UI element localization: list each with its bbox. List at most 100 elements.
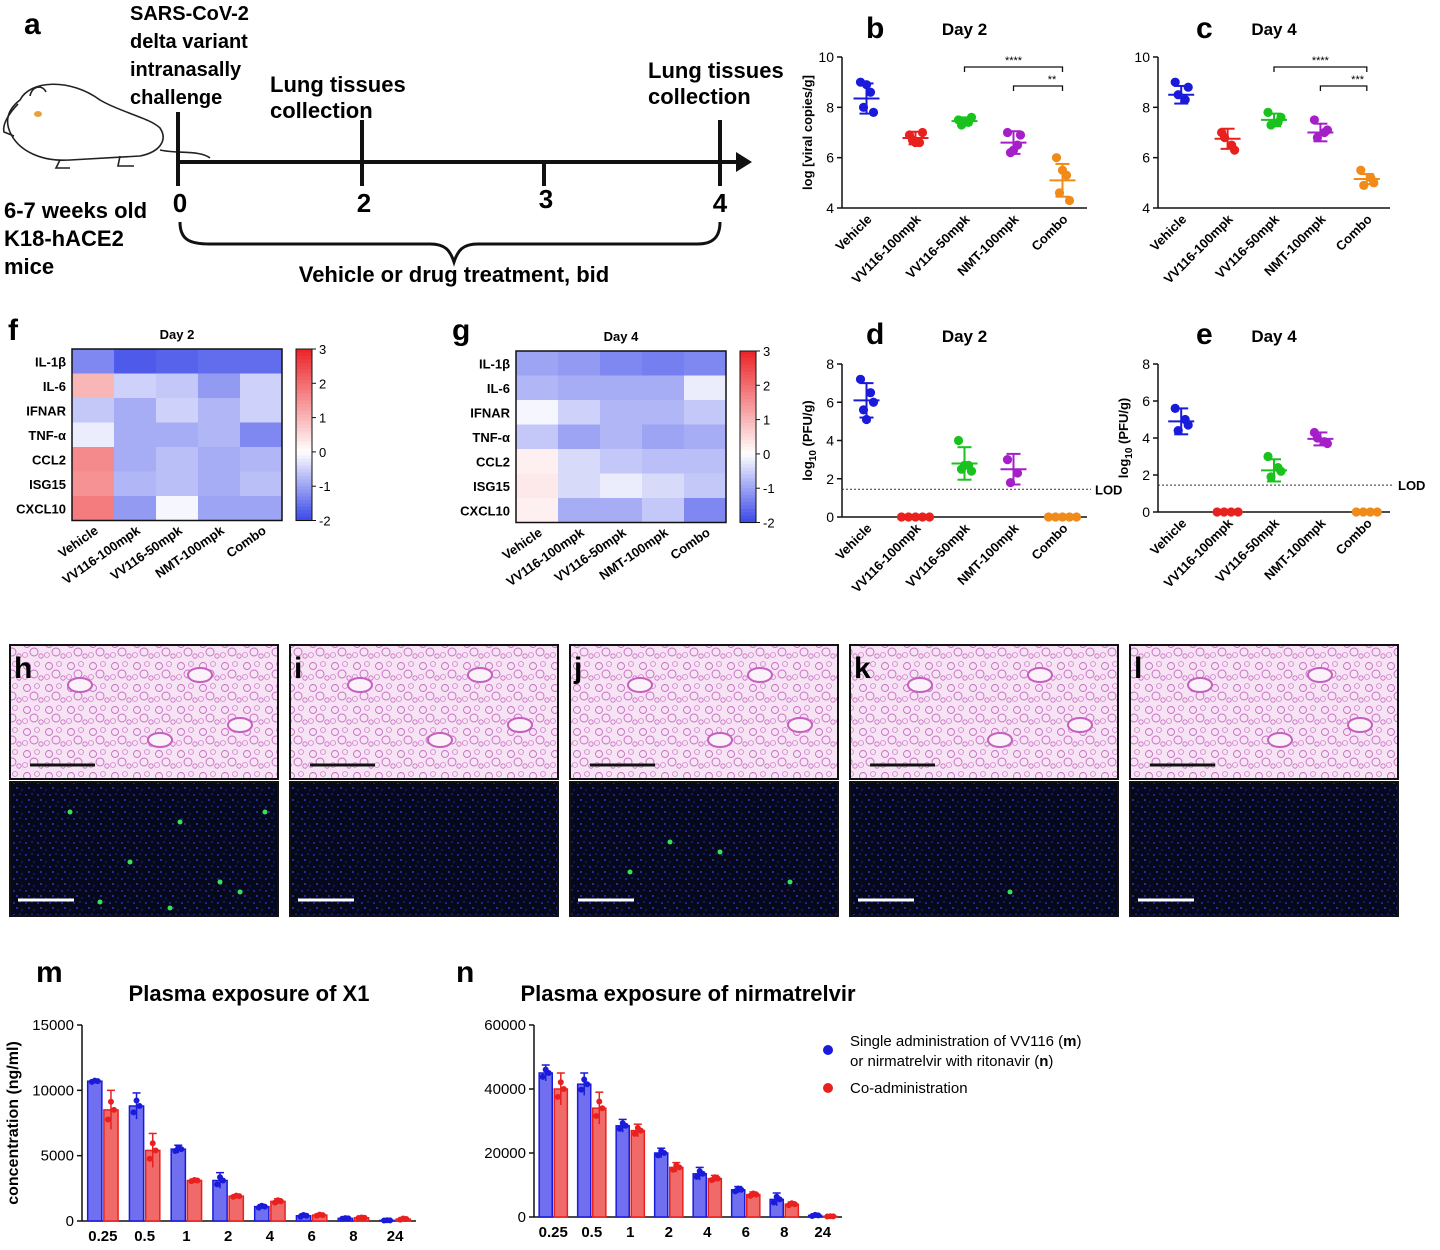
- colorbar-segment: [296, 499, 312, 504]
- data-point: [1372, 507, 1382, 517]
- collection-label-day4: Lung tissues collection: [648, 58, 784, 109]
- heatmap-cell: [684, 424, 727, 450]
- y-tick-label: 8: [1142, 356, 1150, 372]
- heatmap-cell: [600, 473, 643, 499]
- replicate-point: [815, 1212, 822, 1219]
- mouse-eye: [34, 111, 42, 117]
- replicate-point: [637, 1127, 644, 1134]
- replicate-point: [152, 1147, 159, 1154]
- data-point: [1226, 507, 1236, 517]
- airway: [1067, 717, 1093, 733]
- colorbar-segment: [740, 515, 756, 520]
- y-tick-label: 6: [826, 150, 834, 166]
- colorbar-segment: [296, 451, 312, 456]
- replicate-point: [345, 1215, 352, 1222]
- data-point: [1356, 165, 1366, 175]
- colorbar-segment: [740, 354, 756, 359]
- y-tick-label: 6: [1142, 150, 1150, 166]
- colorbar-segment: [296, 434, 312, 439]
- colorbar-segment: [740, 402, 756, 407]
- heatmap-cell: [240, 447, 283, 472]
- data-point: [1071, 512, 1082, 522]
- if-image-i: [289, 781, 559, 917]
- colorbar-frame: [295, 348, 313, 521]
- y-tick-label: 4: [826, 433, 834, 449]
- x-tick-label: 8: [780, 1224, 788, 1241]
- heatmap-cell: [558, 498, 601, 523]
- replicate-point: [261, 1203, 268, 1210]
- colorbar-segment: [296, 424, 312, 429]
- data-point: [1015, 130, 1026, 140]
- colorbar-segment: [740, 457, 756, 462]
- colorbar-segment: [740, 467, 756, 472]
- heatmap-cell: [198, 422, 241, 448]
- data-point: [1309, 115, 1319, 125]
- data-point: [868, 397, 879, 407]
- data-point: [1002, 455, 1013, 465]
- significance-label: ****: [1005, 55, 1023, 67]
- x-tick-label: 4: [266, 1228, 275, 1245]
- svg-text:Lung tissues: Lung tissues: [648, 58, 784, 83]
- heatmap-cell: [600, 424, 643, 450]
- bar-plasma-nirmatrelvir: Plasma exposure of nirmatrelvir 0 20000 400…: [484, 981, 856, 1241]
- data-point: [1057, 512, 1068, 522]
- data-point: [865, 87, 876, 97]
- data-point: [1170, 77, 1180, 87]
- infected-cell-signal: [237, 889, 243, 895]
- replicate-point: [194, 1177, 201, 1184]
- x-tick-label: 24: [814, 1224, 831, 1241]
- x-tick-label: 0.5: [581, 1224, 602, 1241]
- x-tick-label: 0.5: [134, 1228, 155, 1245]
- colorbar-segment: [740, 405, 756, 410]
- replicate-point: [110, 1106, 117, 1113]
- challenge-label: SARS-CoV-2 delta variant intranasally ch…: [130, 3, 249, 109]
- heatmap-cell: [684, 498, 727, 523]
- heatmap-cell: [642, 351, 685, 376]
- y-axis-label: log [viral copies/g]: [800, 75, 815, 190]
- data-point: [868, 107, 879, 117]
- panel-letter-d: d: [866, 318, 884, 351]
- chart-title: Plasma exposure of X1: [129, 981, 370, 1006]
- colorbar-segment: [740, 395, 756, 400]
- chart-title: Day 4: [1251, 327, 1297, 346]
- heatmap-cell: [198, 471, 241, 497]
- x-tick-label: Combo: [1333, 515, 1375, 557]
- colorbar-segment: [296, 427, 312, 432]
- panel-letter-i: i: [294, 652, 302, 685]
- replicate-point: [94, 1078, 101, 1085]
- y-tick-label: 15000: [32, 1017, 74, 1034]
- colorbar-segment: [296, 376, 312, 381]
- bar-plasma-x1: Plasma exposure of X1 0 5000 10000 15000 conc…: [5, 981, 416, 1245]
- heatmap-cell: [558, 473, 601, 499]
- heatmap-col-label: Combo: [223, 523, 268, 561]
- bar: [707, 1177, 723, 1218]
- data-point: [1183, 420, 1193, 430]
- replicate-point: [693, 1173, 700, 1180]
- colorbar-segment: [740, 471, 756, 476]
- panel-letter-c: c: [1196, 12, 1213, 45]
- legend-single-text-2: or nirmatrelvir with ritonavir (n): [850, 1053, 1053, 1070]
- replicate-point: [699, 1170, 706, 1177]
- airway: [1027, 667, 1053, 683]
- panel-letter-l: l: [1134, 652, 1142, 685]
- heatmap-cell: [240, 373, 283, 399]
- colorbar-segment: [740, 460, 756, 465]
- heatmap-cell: [600, 498, 643, 523]
- chart-title: Day 2: [942, 20, 987, 39]
- colorbar-segment: [296, 359, 312, 364]
- x-tick-label: Vehicle: [832, 521, 874, 563]
- svg-text:collection: collection: [270, 98, 373, 123]
- colorbar-segment: [296, 355, 312, 360]
- colorbar-segment: [296, 400, 312, 405]
- svg-text:K18-hACE2: K18-hACE2: [4, 226, 124, 251]
- colorbar-segment: [296, 513, 312, 518]
- y-tick-label: 4: [1142, 430, 1150, 446]
- x-tick-label: 24: [387, 1228, 404, 1245]
- scatter-viral-copies-day4: Day 446810VehicleVV116-100mpkVV116-50mpk…: [1134, 20, 1390, 287]
- heatmap-row-label: IFNAR: [470, 405, 510, 420]
- y-tick-label: 10000: [32, 1082, 74, 1099]
- he-image-h: [9, 644, 279, 780]
- significance-label: ****: [1312, 55, 1330, 67]
